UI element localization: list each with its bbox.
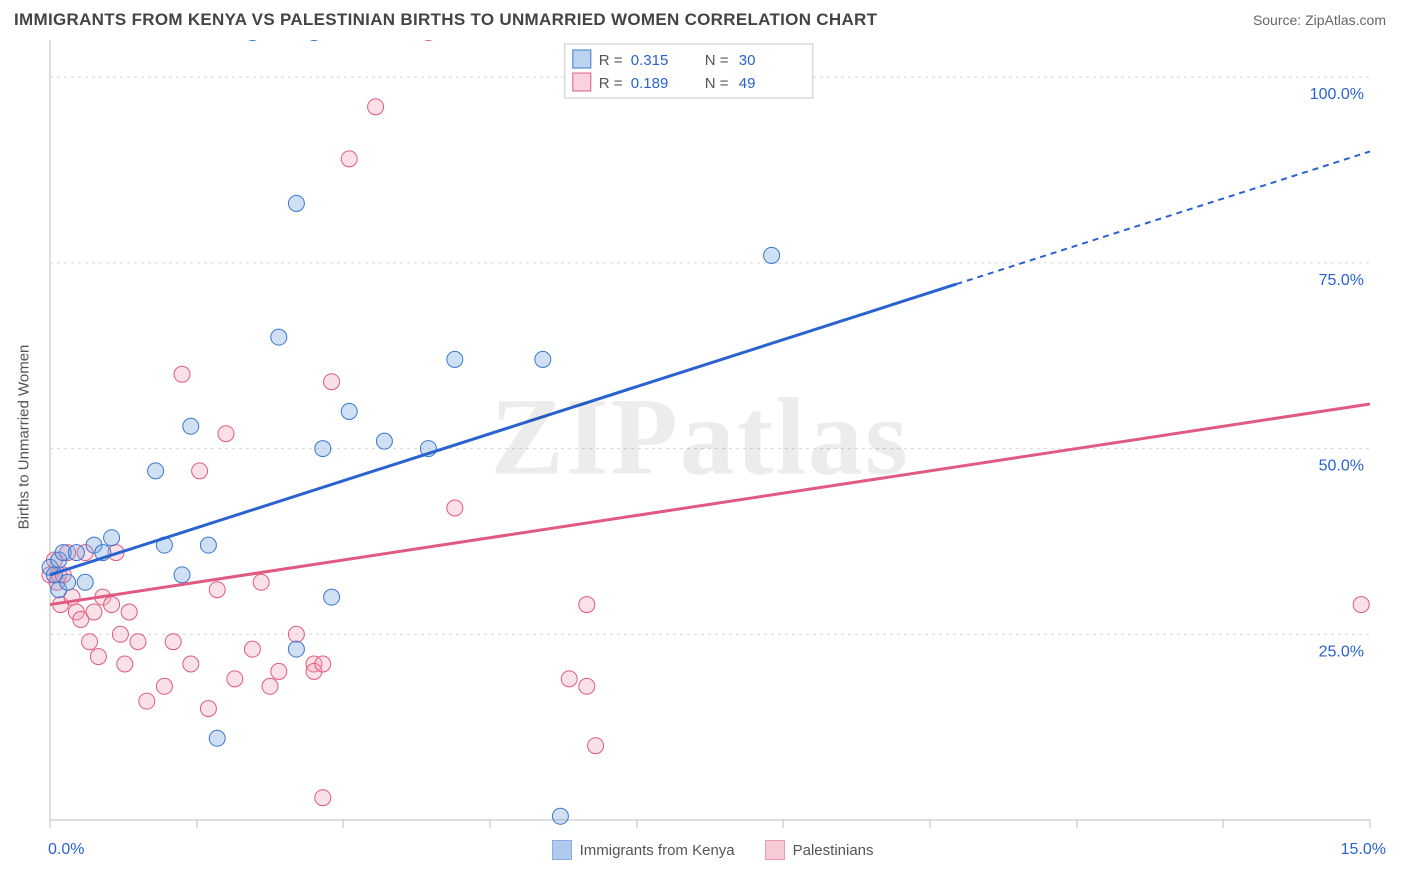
data-point — [324, 589, 340, 605]
data-point — [86, 604, 102, 620]
data-point — [420, 40, 436, 41]
trend-line-extrapolated — [956, 151, 1370, 284]
legend-n-value: 49 — [739, 75, 756, 92]
data-point — [174, 567, 190, 583]
legend-r-label: R = — [599, 75, 623, 92]
legend-swatch — [552, 840, 572, 860]
data-point — [156, 678, 172, 694]
y-axis-label: Births to Unmarried Women — [16, 345, 33, 530]
legend-bottom: Immigrants from Kenya Palestinians — [552, 840, 874, 860]
data-point — [200, 701, 216, 717]
legend-r-value: 0.189 — [631, 75, 669, 92]
data-point — [183, 418, 199, 434]
data-point — [1353, 597, 1369, 613]
data-point — [104, 597, 120, 613]
data-point — [139, 693, 155, 709]
data-point — [271, 663, 287, 679]
data-point — [315, 656, 331, 672]
data-point — [112, 626, 128, 642]
legend-item: Immigrants from Kenya — [552, 840, 735, 860]
data-point — [174, 366, 190, 382]
data-point — [447, 500, 463, 516]
data-point — [579, 678, 595, 694]
data-point — [376, 433, 392, 449]
data-point — [315, 790, 331, 806]
legend-n-label: N = — [705, 52, 729, 69]
chart-title: IMMIGRANTS FROM KENYA VS PALESTINIAN BIR… — [14, 10, 877, 30]
data-point — [764, 247, 780, 263]
legend-label: Palestinians — [793, 842, 874, 859]
data-point — [447, 351, 463, 367]
legend-swatch — [573, 73, 591, 91]
data-point — [68, 545, 84, 561]
data-point — [579, 597, 595, 613]
data-point — [104, 530, 120, 546]
data-point — [183, 656, 199, 672]
data-point — [148, 463, 164, 479]
data-point — [117, 656, 133, 672]
data-point — [588, 738, 604, 754]
data-point — [244, 641, 260, 657]
y-tick-label: 50.0% — [1319, 458, 1364, 475]
data-point — [244, 40, 260, 41]
data-point — [209, 582, 225, 598]
data-point — [288, 195, 304, 211]
y-tick-label: 75.0% — [1319, 272, 1364, 289]
data-point — [77, 574, 93, 590]
y-tick-label: 25.0% — [1319, 643, 1364, 660]
x-axis-min-label: 0.0% — [48, 841, 84, 859]
data-point — [253, 574, 269, 590]
data-point — [165, 634, 181, 650]
data-point — [90, 649, 106, 665]
data-point — [60, 574, 76, 590]
data-point — [561, 671, 577, 687]
data-point — [368, 99, 384, 115]
legend-n-label: N = — [705, 75, 729, 92]
scatter-chart: 25.0% 50.0% 75.0% 100.0% R = 0.315 N = 30 R = 0.1… — [14, 40, 1406, 834]
data-point — [192, 463, 208, 479]
data-point — [200, 537, 216, 553]
y-tick-label: 100.0% — [1310, 86, 1364, 103]
data-point — [82, 634, 98, 650]
data-point — [227, 671, 243, 687]
legend-n-value: 30 — [739, 52, 756, 69]
data-point — [218, 426, 234, 442]
data-point — [324, 374, 340, 390]
data-point — [288, 641, 304, 657]
legend-swatch — [573, 50, 591, 68]
legend-label: Immigrants from Kenya — [580, 842, 735, 859]
data-point — [121, 604, 137, 620]
data-point — [262, 678, 278, 694]
trend-line — [50, 404, 1370, 605]
data-point — [130, 634, 146, 650]
data-point — [341, 151, 357, 167]
data-point — [552, 808, 568, 824]
data-point — [209, 730, 225, 746]
data-point — [535, 351, 551, 367]
data-point — [288, 626, 304, 642]
data-point — [306, 40, 322, 41]
data-point — [315, 441, 331, 457]
source-label: Source: ZipAtlas.com — [1253, 12, 1386, 28]
legend-r-label: R = — [599, 52, 623, 69]
data-point — [341, 403, 357, 419]
legend-item: Palestinians — [765, 840, 874, 860]
legend-swatch — [765, 840, 785, 860]
data-point — [271, 329, 287, 345]
x-axis-max-label: 15.0% — [1341, 841, 1386, 859]
legend-r-value: 0.315 — [631, 52, 669, 69]
